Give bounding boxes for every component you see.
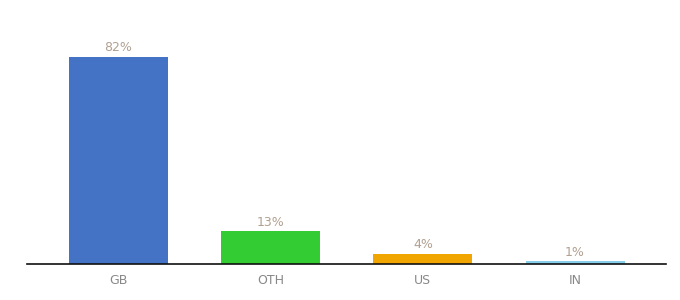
Bar xyxy=(221,231,320,264)
Text: 1%: 1% xyxy=(565,246,585,259)
Bar xyxy=(373,254,473,264)
Text: 13%: 13% xyxy=(257,216,284,229)
Bar xyxy=(69,57,168,264)
Bar xyxy=(526,262,624,264)
Text: 82%: 82% xyxy=(105,41,133,54)
Text: 4%: 4% xyxy=(413,238,433,251)
